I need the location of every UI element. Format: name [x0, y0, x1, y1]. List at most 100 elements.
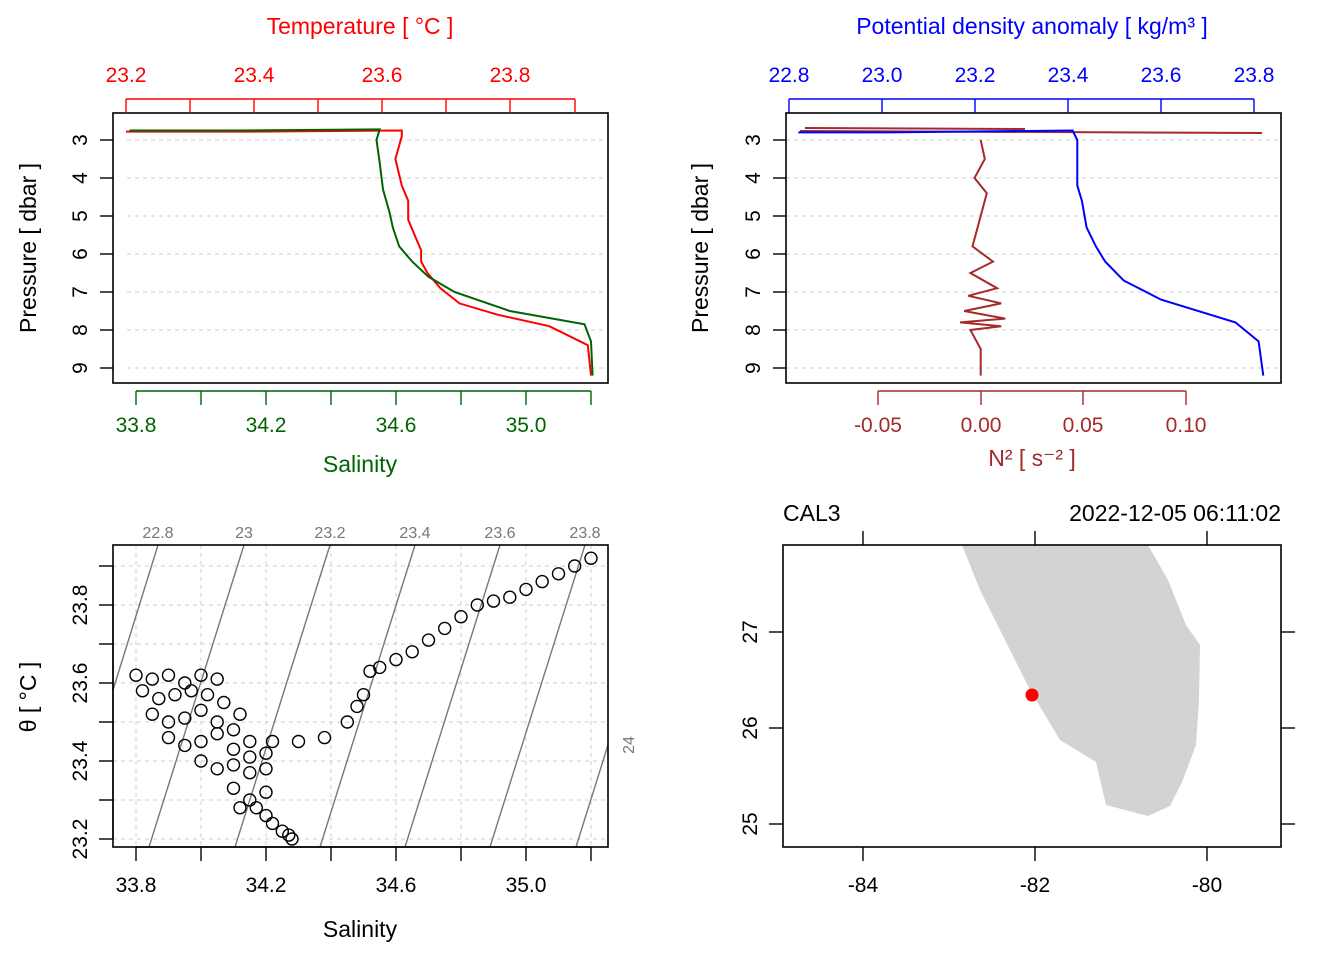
- pressure-tick-label: 3: [742, 134, 765, 146]
- station-marker: [1025, 688, 1039, 702]
- longitude-tick-label: -82: [1020, 874, 1050, 897]
- temperature-tick-label: 23.8: [490, 64, 531, 87]
- ts-point: [243, 750, 257, 764]
- ts-point: [243, 734, 257, 749]
- n2-profile-line: [960, 139, 1006, 376]
- ts-point: [168, 688, 182, 702]
- ts-point: [259, 808, 273, 823]
- ts-point: [373, 660, 387, 675]
- latitude-axis: 25 26 27: [739, 620, 1295, 836]
- salinity-tick-label: 33.8: [116, 414, 157, 437]
- ts-point: [178, 738, 192, 753]
- pressure-tick-label: 5: [69, 210, 92, 222]
- density-profile-line: [798, 129, 1265, 376]
- ts-scatter-points: [129, 551, 598, 846]
- p1-grid: [127, 139, 608, 369]
- ts-point: [249, 801, 263, 815]
- n2-tick-label: 0.05: [1063, 414, 1104, 437]
- map-panel: CAL3 2022-12-05 06:11:02 -84 -82 -80 25 …: [739, 500, 1295, 897]
- isopycnal-label: 23.4: [399, 525, 430, 542]
- salinity-tick-label: 35.0: [506, 414, 547, 437]
- theta-tick-label: 23.6: [69, 663, 92, 704]
- temperature-tick-label: 23.6: [362, 64, 403, 87]
- ts-point: [551, 567, 566, 581]
- isopycnal-line: [319, 544, 416, 848]
- pressure-tick-label: 3: [69, 134, 92, 146]
- density-tick-label: 23.4: [1048, 64, 1089, 87]
- ts-point: [259, 762, 273, 776]
- ts-point: [233, 707, 247, 721]
- ts-salinity-tick-label: 34.2: [246, 874, 287, 897]
- p3-grid: [113, 545, 608, 847]
- n2-axis: -0.05 0.00 0.05 0.10 N² [ s⁻² ]: [854, 390, 1206, 471]
- ts-point: [226, 781, 241, 795]
- n2-tick-label: -0.05: [854, 414, 902, 437]
- ts-point: [210, 727, 224, 741]
- pressure-tick-label: 4: [742, 172, 765, 184]
- pressure-tick-label: 9: [742, 362, 765, 374]
- station-datetime: 2022-12-05 06:11:02: [1069, 500, 1281, 526]
- isopycnal-lines: 22.8 23 23.2 23.4 23.6 23.8 24: [112, 525, 638, 848]
- ts-point: [161, 715, 176, 729]
- salinity-tick-label: 34.2: [246, 414, 287, 437]
- ts-point: [194, 703, 208, 717]
- p2-grid: [786, 139, 1280, 369]
- isopycnal-label: 23: [235, 525, 253, 542]
- isopycnal-line: [148, 544, 245, 848]
- ts-point: [129, 668, 143, 682]
- temperature-tick-label: 23.4: [234, 64, 275, 87]
- ts-point: [340, 715, 354, 729]
- ts-point: [356, 688, 371, 702]
- isopycnal-label: 24: [621, 736, 638, 754]
- density-tick-label: 23.8: [1234, 64, 1275, 87]
- ts-point: [405, 645, 419, 659]
- ts-point: [194, 668, 208, 682]
- ts-point: [259, 785, 273, 799]
- station-name: CAL3: [783, 500, 841, 526]
- ts-point: [486, 594, 501, 608]
- isopycnal-label: 23.2: [314, 525, 345, 542]
- ts-point: [200, 688, 215, 702]
- density-tick-label: 23.2: [955, 64, 996, 87]
- ts-salinity-tick-label: 33.8: [116, 874, 157, 897]
- ts-point: [184, 684, 199, 698]
- ts-point: [178, 676, 192, 690]
- ts-point: [233, 801, 247, 815]
- n2-axis-title: N² [ s⁻² ]: [988, 445, 1076, 471]
- ts-salinity-tick-label: 35.0: [506, 874, 547, 897]
- ts-point: [194, 734, 208, 749]
- n2-surface-spike: [799, 130, 1263, 134]
- florida-land: [962, 545, 1200, 816]
- longitude-tick-label: -80: [1192, 874, 1222, 897]
- latitude-tick-label: 26: [739, 716, 762, 739]
- pressure-tick-label: 8: [742, 324, 765, 336]
- pressure-tick-label: 8: [69, 324, 92, 336]
- latitude-tick-label: 27: [739, 620, 762, 643]
- isopycnal-line: [234, 544, 331, 848]
- ts-point: [210, 762, 224, 776]
- ts-point: [217, 695, 231, 710]
- theta-tick-label: 23.8: [69, 585, 92, 626]
- ts-point: [265, 816, 280, 831]
- pressure-axis: 3 4 5 6 7 8 9 Pressure [ dbar ]: [687, 134, 786, 374]
- temperature-axis: 23.2 23.4 23.6 23.8 Temperature [ °C ]: [106, 13, 576, 113]
- longitude-axis: -84 -82 -80: [848, 847, 1222, 897]
- ts-point: [226, 758, 241, 772]
- isopycnal-label: 23.8: [569, 525, 600, 542]
- n2-tick-label: 0.00: [961, 414, 1002, 437]
- latitude-tick-label: 25: [739, 812, 762, 835]
- ts-point: [161, 668, 176, 682]
- ts-point: [568, 559, 582, 573]
- pressure-axis: 3 4 5 6 7 8 9 Pressure [ dbar ]: [15, 134, 113, 374]
- salinity-tick-label: 34.6: [376, 414, 417, 437]
- isopycnal-line: [575, 744, 609, 848]
- temperature-tick-label: 23.2: [106, 64, 147, 87]
- theta-axis-title: θ [ °C ]: [15, 662, 41, 733]
- pressure-tick-label: 6: [69, 248, 92, 260]
- isopycnal-line: [112, 544, 159, 691]
- ts-point: [389, 652, 403, 667]
- density-tick-label: 22.8: [769, 64, 810, 87]
- density-tick-label: 23.0: [862, 64, 903, 87]
- pressure-tick-label: 6: [742, 248, 765, 260]
